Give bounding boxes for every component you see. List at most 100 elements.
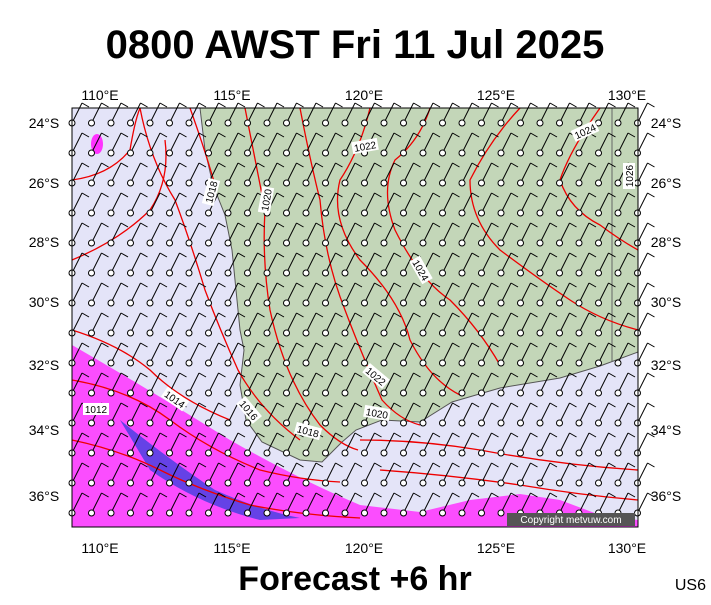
wind-barb (637, 312, 648, 334)
station (361, 419, 368, 427)
wind-barb-feather (237, 192, 246, 198)
wind-barb-feather (627, 252, 636, 258)
isobar-label: 1020 (363, 404, 391, 422)
wind-barb (286, 372, 297, 394)
station (458, 449, 466, 457)
station (244, 149, 251, 157)
station (185, 119, 193, 127)
wind-barb-feather (159, 192, 168, 198)
wind-barb-feather (588, 252, 597, 258)
wind-barb-feather (452, 162, 460, 168)
station (614, 209, 622, 217)
station (322, 239, 329, 247)
wind-barb (520, 402, 531, 424)
wind-barb (578, 432, 590, 454)
wind-barb-feather (315, 462, 324, 468)
station (341, 359, 349, 367)
station (107, 119, 115, 127)
wind-barb (637, 372, 648, 394)
wind-barb (305, 192, 317, 214)
wind-barb-feather (374, 102, 382, 108)
latitude-label: 30°S (651, 294, 682, 310)
wind-barb (169, 282, 180, 304)
longitude-label: 130°E (608, 87, 646, 103)
wind-barb (286, 132, 297, 154)
wind-barb-feather (276, 342, 285, 348)
wind-barb-feather (218, 312, 226, 318)
wind-barb-feather (608, 492, 616, 498)
wind-barb (130, 252, 141, 274)
wind-barb-feather (471, 192, 480, 198)
longitude-label: 130°E (608, 540, 646, 556)
longitude-label: 125°E (477, 540, 515, 556)
wind-barb (403, 462, 414, 484)
latitude-label: 28°S (29, 234, 60, 250)
wind-barb (617, 342, 629, 364)
station (205, 419, 212, 427)
station (322, 419, 329, 427)
wind-barb-feather (354, 282, 363, 288)
station (283, 389, 290, 397)
wind-barb (461, 432, 473, 454)
station (575, 209, 583, 217)
wind-barb (227, 282, 239, 304)
station (400, 239, 407, 247)
wind-barb (91, 462, 102, 484)
wind-barb-feather (393, 162, 402, 168)
isobar (71, 329, 231, 421)
wind-barb-feather (218, 372, 226, 378)
station (224, 209, 232, 217)
station (244, 419, 251, 427)
wind-barb (188, 222, 200, 244)
wind-barb-feather (549, 102, 558, 108)
station (146, 389, 154, 397)
station (166, 329, 173, 337)
wind-barb-feather (237, 162, 246, 168)
wind-barb-feather (140, 192, 148, 198)
station (614, 299, 622, 307)
wind-barb-feather (296, 372, 304, 378)
wind-barb (403, 222, 414, 244)
wind-barb-feather (549, 462, 558, 468)
station (146, 269, 154, 277)
isobar-label-box (351, 137, 379, 155)
wind-barb (325, 372, 336, 394)
wind-barb-feather (608, 222, 616, 228)
wind-barb (91, 162, 102, 184)
wind-barb (442, 162, 453, 184)
wind-barb (461, 492, 473, 514)
station (439, 239, 446, 247)
wind-barb (286, 192, 297, 214)
station (88, 209, 95, 217)
wind-barb-feather (354, 192, 363, 198)
wind-barb (539, 372, 551, 394)
wind-barb (247, 282, 258, 304)
wind-barb-feather (510, 132, 519, 138)
station (361, 389, 368, 397)
wind-stations (68, 102, 655, 517)
wind-barb-feather (569, 462, 577, 468)
wind-barb (305, 372, 317, 394)
wind-barb (637, 342, 648, 364)
isobar-label-box (623, 163, 635, 189)
station (556, 329, 563, 337)
wind-barb-feather (608, 342, 616, 348)
station (458, 149, 466, 157)
wind-barb-feather (276, 492, 285, 498)
wind-barb (188, 342, 200, 364)
wind-barb (637, 462, 648, 484)
station (536, 419, 544, 427)
wind-barb (364, 462, 375, 484)
wind-barb-feather (159, 132, 168, 138)
wind-barb (598, 252, 609, 274)
wind-barb-feather (140, 372, 148, 378)
station (439, 389, 446, 397)
station (458, 299, 466, 307)
wind-barb (500, 312, 512, 334)
station (185, 449, 193, 457)
station (88, 119, 95, 127)
wind-barb (481, 282, 492, 304)
station (263, 119, 271, 127)
station (127, 449, 134, 457)
wind-barb-feather (237, 282, 246, 288)
